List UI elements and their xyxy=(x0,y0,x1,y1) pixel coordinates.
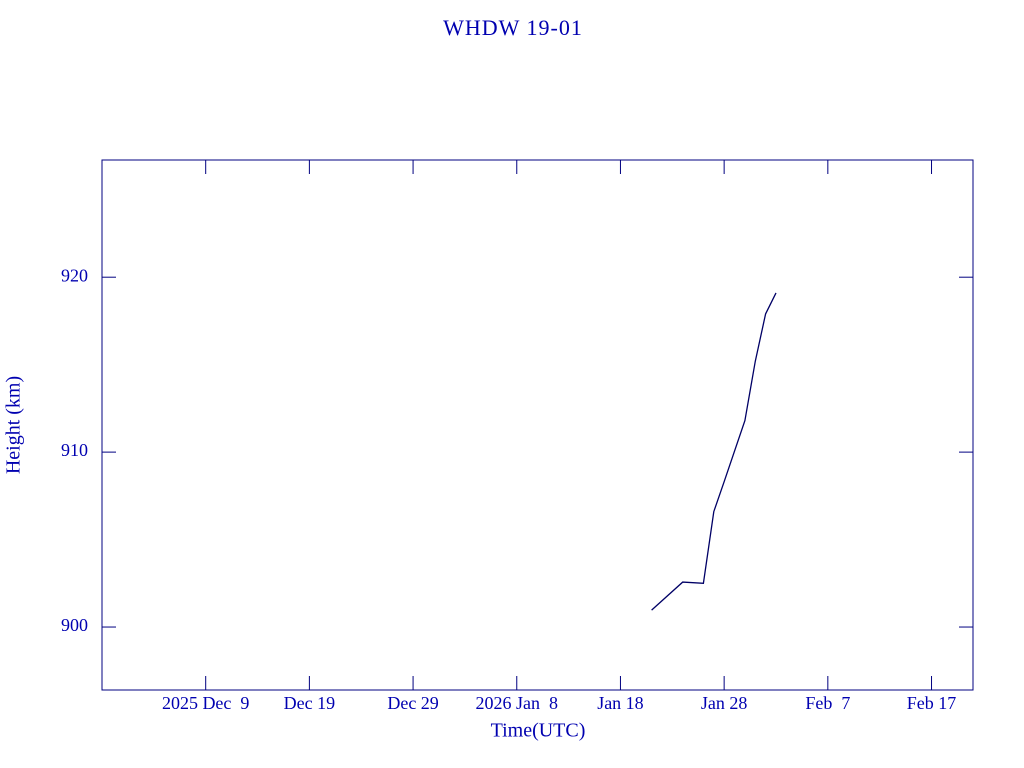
x-axis-label: Time(UTC) xyxy=(491,720,586,742)
chart-title: WHDW 19-01 xyxy=(443,15,583,40)
y-tick-label: 910 xyxy=(61,440,88,460)
x-tick-label: 2026 Jan 8 xyxy=(476,693,559,713)
plot-frame xyxy=(101,159,974,691)
x-tick-label: Jan 28 xyxy=(701,693,748,713)
x-tick-label: Feb 17 xyxy=(907,693,957,713)
data-line xyxy=(651,292,777,611)
x-tick-label: Jan 18 xyxy=(597,693,644,713)
x-tick-label: 2025 Dec 9 xyxy=(162,693,249,713)
x-tick-label: Dec 19 xyxy=(284,693,335,713)
x-tick-label: Dec 29 xyxy=(387,693,438,713)
y-tick-label: 900 xyxy=(61,615,88,635)
y-axis-label: Height (km) xyxy=(3,376,25,474)
x-tick-label: Feb 7 xyxy=(805,693,850,713)
y-tick-label: 920 xyxy=(61,265,88,285)
